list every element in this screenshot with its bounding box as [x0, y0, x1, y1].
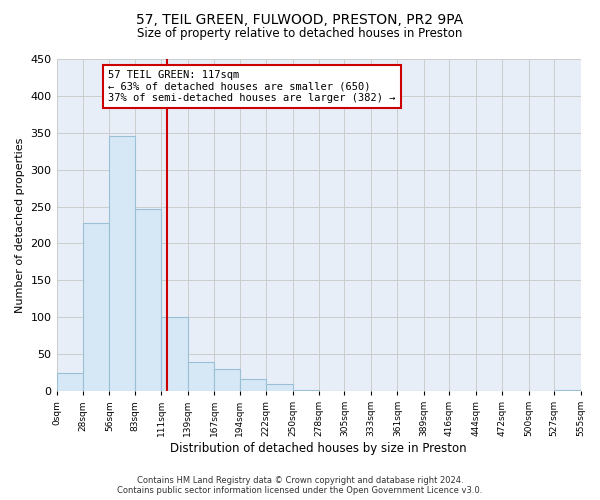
Y-axis label: Number of detached properties: Number of detached properties — [15, 138, 25, 312]
X-axis label: Distribution of detached houses by size in Preston: Distribution of detached houses by size … — [170, 442, 467, 455]
Text: 57 TEIL GREEN: 117sqm
← 63% of detached houses are smaller (650)
37% of semi-det: 57 TEIL GREEN: 117sqm ← 63% of detached … — [109, 70, 396, 103]
Text: Contains HM Land Registry data © Crown copyright and database right 2024.
Contai: Contains HM Land Registry data © Crown c… — [118, 476, 482, 495]
Bar — [266, 384, 293, 391]
Text: 57, TEIL GREEN, FULWOOD, PRESTON, PR2 9PA: 57, TEIL GREEN, FULWOOD, PRESTON, PR2 9P… — [136, 12, 464, 26]
Text: Size of property relative to detached houses in Preston: Size of property relative to detached ho… — [137, 28, 463, 40]
Bar — [135, 209, 161, 391]
Bar — [554, 390, 581, 391]
Bar — [83, 223, 109, 391]
Bar — [239, 379, 266, 391]
Bar — [161, 316, 188, 391]
Bar — [293, 390, 319, 391]
Bar — [214, 369, 239, 391]
Bar — [188, 362, 214, 391]
Bar — [56, 372, 83, 391]
Bar — [109, 136, 135, 391]
